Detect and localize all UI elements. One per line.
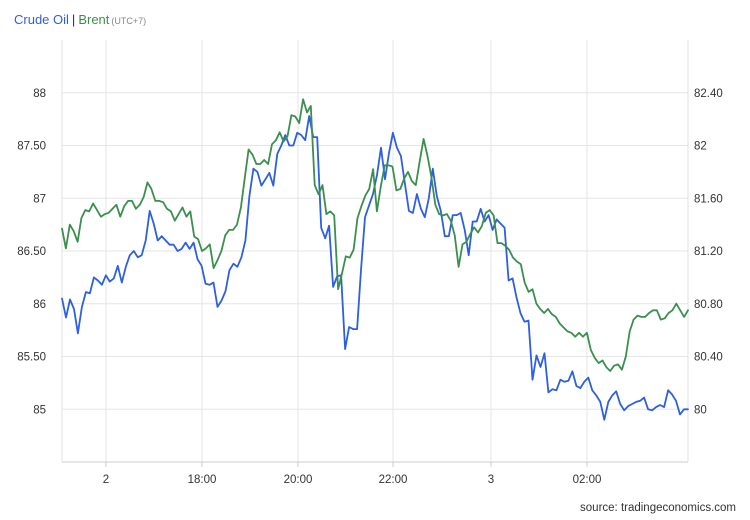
title-separator: | [71,12,76,27]
y-left-tick-label: 85 [33,404,46,416]
x-tick-label: 22:00 [379,474,408,486]
grid-lines [62,40,688,462]
axes [61,40,689,467]
y-right-tick-label: 80 [694,404,707,416]
y-right-tick-label: 80.40 [694,352,723,364]
y-right-tick-label: 82.40 [694,88,723,100]
series-line-brent[interactable] [61,98,689,372]
y-left-tick-label: 85.50 [17,352,46,364]
title-timezone: (UTC+7) [111,16,147,26]
y-left-tick-label: 87.50 [17,141,46,153]
y-left-tick-label: 86 [33,299,46,311]
y-left-tick-label: 87 [33,193,46,205]
title-brent[interactable]: Brent [78,12,110,27]
y-right-tick-label: 81.20 [694,246,723,258]
source-credit: source: tradingeconomics.com [580,502,736,514]
y-right-tick-label: 81.60 [694,193,723,205]
x-tick-label: 20:00 [284,474,313,486]
x-tick-label: 02:00 [573,474,602,486]
y-right-tick-label: 82 [694,141,707,153]
title-crude-oil[interactable]: Crude Oil [14,12,69,27]
series-line-crude-oil[interactable] [61,115,689,421]
y-left-tick-label: 88 [33,88,46,100]
x-tick-label: 3 [488,474,494,486]
tick-labels: 85 85.50 86 86.50 87 87.50 88 80 80.40 80.80 81.20… [17,88,723,486]
y-left-tick-label: 86.50 [17,246,46,258]
x-tick-label: 2 [103,474,109,486]
x-tick-label: 18:00 [188,474,217,486]
series-lines [61,98,689,421]
y-right-tick-label: 80.80 [694,299,723,311]
chart-title: Crude Oil | Brent (UTC+7) [14,12,146,27]
